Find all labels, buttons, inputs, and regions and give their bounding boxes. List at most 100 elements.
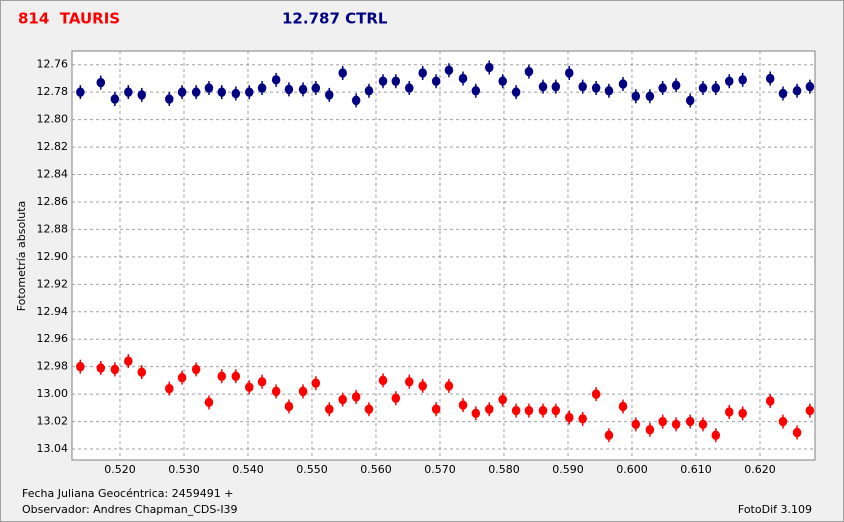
data-point <box>110 92 120 107</box>
data-point <box>671 417 681 432</box>
data-point <box>805 79 815 94</box>
y-tick-label: 12.80 <box>37 113 69 126</box>
x-tick-label: 0.600 <box>616 463 648 476</box>
data-point <box>711 81 721 96</box>
data-point <box>257 374 267 389</box>
data-point <box>524 403 534 418</box>
x-tick-label: 0.560 <box>360 463 392 476</box>
x-tick-label: 0.530 <box>168 463 200 476</box>
y-tick-label: 12.92 <box>37 277 69 290</box>
data-point <box>671 78 681 93</box>
data-point <box>165 92 174 107</box>
data-point <box>458 398 468 413</box>
data-point <box>724 74 734 89</box>
observer-note: Observador: Andres Chapman_CDS-I39 <box>22 503 238 516</box>
data-point <box>325 402 334 417</box>
data-point <box>645 422 655 437</box>
data-point <box>444 63 454 78</box>
data-point <box>538 403 548 418</box>
data-point <box>698 417 708 432</box>
data-point <box>792 425 802 440</box>
data-point <box>191 362 201 377</box>
data-point <box>217 369 227 384</box>
data-point <box>124 85 133 100</box>
data-point <box>96 75 106 90</box>
data-point <box>631 417 641 432</box>
y-tick-label: 12.90 <box>37 250 69 263</box>
data-point <box>325 87 334 102</box>
data-point <box>738 406 747 421</box>
data-point <box>591 81 601 96</box>
data-point <box>471 406 481 421</box>
data-point <box>364 83 374 98</box>
data-point <box>738 72 747 87</box>
data-point <box>565 410 574 425</box>
data-point <box>511 403 521 418</box>
data-point <box>591 387 601 402</box>
data-point <box>658 81 667 96</box>
data-point <box>658 414 667 429</box>
y-tick-label: 12.98 <box>37 360 69 373</box>
data-point <box>137 87 147 102</box>
data-point <box>76 85 85 100</box>
data-point <box>418 65 427 80</box>
data-point <box>177 85 187 100</box>
data-point <box>418 378 427 393</box>
data-point <box>551 79 561 94</box>
data-point <box>204 81 214 96</box>
data-point <box>271 72 281 87</box>
data-point <box>96 361 106 376</box>
data-point <box>524 64 534 79</box>
x-tick-label: 0.580 <box>488 463 520 476</box>
data-point <box>165 381 174 396</box>
data-point <box>604 83 614 98</box>
data-point <box>551 403 561 418</box>
data-point <box>458 71 468 86</box>
data-point <box>351 93 361 108</box>
plot-area <box>71 50 816 461</box>
data-point <box>578 79 587 94</box>
y-tick-label: 12.84 <box>37 168 69 181</box>
data-point <box>578 411 587 426</box>
data-point <box>792 83 802 98</box>
data-point <box>724 404 734 419</box>
data-point <box>177 370 187 385</box>
data-point <box>685 414 695 429</box>
data-point <box>565 65 574 80</box>
data-point <box>498 392 507 407</box>
data-point <box>631 89 641 104</box>
y-axis-label: Fotometría absoluta <box>15 201 28 312</box>
data-point <box>444 378 454 393</box>
x-tick-label: 0.610 <box>680 463 712 476</box>
x-tick-label: 0.520 <box>104 463 136 476</box>
y-tick-label: 12.94 <box>37 305 69 318</box>
y-tick-label: 13.04 <box>37 442 69 455</box>
data-point <box>698 81 708 96</box>
legend-entry: 12.787 CTRL <box>282 10 388 28</box>
data-point <box>511 85 521 100</box>
data-point <box>284 82 294 97</box>
y-tick-label: 12.82 <box>37 140 69 153</box>
y-tick-label: 12.96 <box>37 332 69 345</box>
data-point <box>204 395 214 410</box>
data-point <box>405 81 414 96</box>
y-tick-label: 13.02 <box>37 415 69 428</box>
y-tick-label: 12.78 <box>37 85 69 98</box>
data-point <box>76 359 85 374</box>
data-point <box>431 74 441 89</box>
y-tick-label: 13.00 <box>37 387 69 400</box>
data-point <box>405 374 414 389</box>
data-point <box>498 74 507 89</box>
data-point <box>618 76 628 91</box>
data-point <box>604 428 614 443</box>
data-point <box>618 399 628 414</box>
data-point <box>685 93 695 108</box>
data-point <box>298 82 308 97</box>
data-point <box>391 391 401 406</box>
data-point <box>110 362 120 377</box>
data-point <box>538 79 548 94</box>
data-point <box>217 85 227 100</box>
data-point <box>471 83 481 98</box>
y-tick-label: 12.88 <box>37 222 69 235</box>
